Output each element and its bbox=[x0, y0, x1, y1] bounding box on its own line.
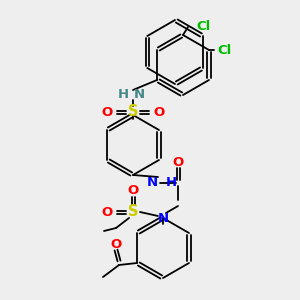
Text: Cl: Cl bbox=[217, 44, 231, 56]
Text: O: O bbox=[102, 106, 113, 118]
Text: H: H bbox=[166, 176, 177, 190]
Text: O: O bbox=[172, 155, 184, 169]
Text: S: S bbox=[128, 205, 138, 220]
Text: O: O bbox=[153, 106, 164, 118]
Text: S: S bbox=[128, 104, 138, 119]
Text: O: O bbox=[128, 184, 139, 197]
Text: O: O bbox=[102, 206, 113, 218]
Text: N: N bbox=[158, 212, 169, 224]
Text: N: N bbox=[134, 88, 145, 101]
Text: Cl: Cl bbox=[196, 20, 210, 34]
Text: H: H bbox=[118, 88, 129, 101]
Text: N: N bbox=[147, 176, 158, 190]
Text: O: O bbox=[110, 238, 122, 250]
